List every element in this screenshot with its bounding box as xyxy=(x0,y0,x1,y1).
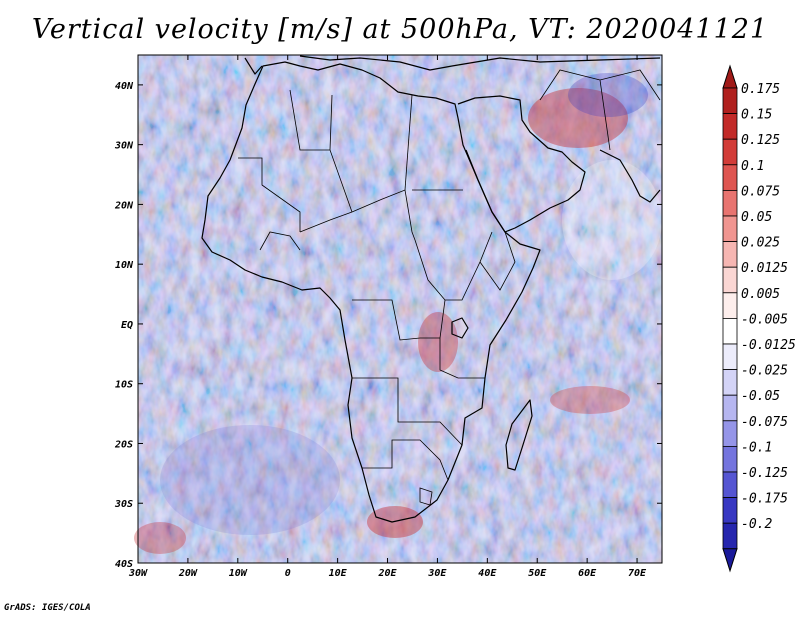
lon-tick-label: 20E xyxy=(377,568,397,579)
colorbar-swatch xyxy=(722,189,738,217)
colorbar-top-arrow xyxy=(722,64,738,89)
descent-patch-iran xyxy=(568,73,648,117)
neutral-patch-arabian-sea xyxy=(562,160,662,280)
lon-tick-label: 20W xyxy=(178,568,198,579)
ascent-patch-south-africa xyxy=(367,506,423,538)
colorbar-label: 0.005 xyxy=(741,287,780,302)
colorbar-label: -0.075 xyxy=(741,415,788,430)
colorbar-swatch xyxy=(722,87,738,115)
lon-tick-label: 10E xyxy=(329,568,348,579)
longitude-axis: 30W 20W 10W 0 10E 20E 30E 40E 50E 60E 70E xyxy=(128,55,647,579)
lat-tick-label: 20S xyxy=(114,439,133,450)
credit-text: GrADS: IGES/COLA xyxy=(4,603,91,613)
colorbar-label: 0.0125 xyxy=(741,261,788,276)
colorbar-swatch xyxy=(722,241,738,268)
colorbar-label: -0.005 xyxy=(741,312,788,327)
colorbar-bottom-arrow xyxy=(722,548,738,573)
colorbar-label: 0.1 xyxy=(741,159,764,174)
border-namibia-botswana xyxy=(362,439,449,481)
europe-coastline xyxy=(244,55,661,75)
colorbar-swatch xyxy=(722,215,738,243)
lat-tick-label: 30S xyxy=(114,499,133,510)
colorbar-label: -0.025 xyxy=(741,364,788,379)
map-plot-area xyxy=(134,54,663,564)
lon-tick-label: 60E xyxy=(578,568,597,579)
ascent-patch-rift xyxy=(418,312,458,372)
border-rift xyxy=(439,299,485,379)
lon-tick-label: 0 xyxy=(285,568,291,579)
border-libya-egypt xyxy=(404,94,413,191)
field-texture xyxy=(138,55,662,563)
latitude-axis: 40N 30N 20N 10N EQ 10S 20S 30S 40S xyxy=(114,81,662,570)
colorbar-swatch xyxy=(722,394,738,422)
colorbar-swatch xyxy=(722,138,738,166)
colorbar-label: -0.125 xyxy=(741,466,788,481)
country-borders xyxy=(238,69,661,506)
colorbar-label: 0.05 xyxy=(741,210,772,225)
colorbar-swatch xyxy=(722,113,738,140)
colorbar-swatch xyxy=(722,164,738,191)
map-title: Vertical velocity [m/s] at 500hPa, VT: 2… xyxy=(31,14,769,45)
lon-tick-label: 30E xyxy=(427,568,447,579)
colorbar-label: -0.1 xyxy=(741,440,772,455)
border-algeria-mali xyxy=(289,89,330,151)
border-middle-east xyxy=(539,69,661,151)
colorbar-label: -0.05 xyxy=(741,389,780,404)
colorbar-swatch xyxy=(722,497,738,524)
lat-tick-label: 10N xyxy=(115,260,134,271)
colorbar-label: 0.025 xyxy=(741,236,780,251)
border-angola-zambia xyxy=(352,377,463,446)
lat-tick-label: 10S xyxy=(115,380,133,391)
map-frame xyxy=(137,54,663,564)
lon-tick-label: 50E xyxy=(528,568,547,579)
africa-coastline xyxy=(201,61,541,523)
border-congo xyxy=(352,299,440,341)
india-coastline xyxy=(599,149,661,203)
madagascar-coastline xyxy=(505,399,533,471)
lat-tick-label: 30N xyxy=(114,141,134,152)
colorbar-swatch xyxy=(722,445,738,473)
colorbar-label: -0.2 xyxy=(741,517,772,532)
border-west-sahara xyxy=(238,157,301,232)
colorbar-label: 0.075 xyxy=(741,184,780,199)
colorbar-swatch xyxy=(722,420,738,447)
colorbar-swatch xyxy=(722,471,738,499)
colorbar-label: -0.175 xyxy=(741,492,788,507)
ascent-patch-sw xyxy=(134,522,186,554)
lat-tick-label: 20N xyxy=(114,200,134,211)
colorbar-label: 0.175 xyxy=(741,82,780,97)
lon-tick-label: 70E xyxy=(628,568,647,579)
lake-victoria xyxy=(451,317,469,339)
colorbar-swatch xyxy=(722,317,738,345)
border-sudan-ethiopia xyxy=(414,231,493,301)
border-somalia xyxy=(479,231,516,291)
lat-tick-label: 40S xyxy=(115,559,133,570)
lat-tick-label: 40N xyxy=(115,81,134,92)
colorbar-swatch xyxy=(722,369,738,396)
descent-patch-atlantic xyxy=(160,425,340,535)
colorbar-label: 0.125 xyxy=(741,133,780,148)
lon-tick-label: 10W xyxy=(229,568,248,579)
lat-tick-label: EQ xyxy=(121,320,133,331)
ascent-patch-indian-ocean xyxy=(550,386,630,414)
colorbar-swatch xyxy=(722,343,738,371)
border-west-africa xyxy=(259,231,301,251)
lon-tick-label: 30W xyxy=(128,568,148,579)
colorbar-swatch xyxy=(722,522,738,550)
colorbar-swatch xyxy=(722,292,738,319)
lon-tick-label: 40E xyxy=(478,568,497,579)
colorbar-label: 0.15 xyxy=(741,108,772,123)
colorbar: 0.175 0.15 0.125 0.1 0.075 0.05 0.025 0.0125 0.0… xyxy=(722,64,796,573)
colorbar-swatch xyxy=(722,266,738,294)
colorbar-label: -0.0125 xyxy=(741,338,796,353)
border-sahel xyxy=(299,189,416,241)
border-lesotho xyxy=(419,487,433,506)
